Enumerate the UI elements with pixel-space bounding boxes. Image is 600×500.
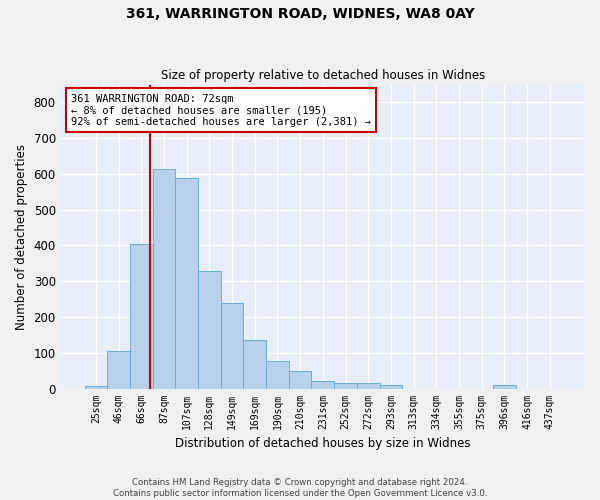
Bar bbox=[357, 383, 380, 388]
Bar bbox=[493, 385, 516, 388]
Title: Size of property relative to detached houses in Widnes: Size of property relative to detached ho… bbox=[161, 69, 485, 82]
Bar bbox=[130, 244, 152, 388]
Text: Contains HM Land Registry data © Crown copyright and database right 2024.
Contai: Contains HM Land Registry data © Crown c… bbox=[113, 478, 487, 498]
Bar bbox=[85, 386, 107, 388]
Bar bbox=[289, 370, 311, 388]
Text: 361 WARRINGTON ROAD: 72sqm
← 8% of detached houses are smaller (195)
92% of semi: 361 WARRINGTON ROAD: 72sqm ← 8% of detac… bbox=[71, 94, 371, 127]
Bar bbox=[244, 340, 266, 388]
Bar bbox=[380, 386, 402, 388]
Bar bbox=[175, 178, 198, 388]
Bar bbox=[107, 351, 130, 389]
Y-axis label: Number of detached properties: Number of detached properties bbox=[15, 144, 28, 330]
Bar bbox=[152, 168, 175, 388]
Bar bbox=[221, 304, 244, 388]
X-axis label: Distribution of detached houses by size in Widnes: Distribution of detached houses by size … bbox=[175, 437, 470, 450]
Bar bbox=[311, 380, 334, 388]
Text: 361, WARRINGTON ROAD, WIDNES, WA8 0AY: 361, WARRINGTON ROAD, WIDNES, WA8 0AY bbox=[125, 8, 475, 22]
Bar bbox=[266, 361, 289, 388]
Bar bbox=[198, 270, 221, 388]
Bar bbox=[334, 383, 357, 388]
